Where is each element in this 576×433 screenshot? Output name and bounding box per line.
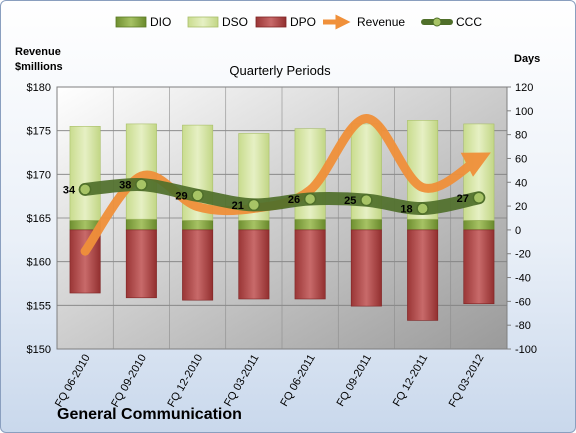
left-tick-label: $160 [27,257,51,269]
chart-title: Quarterly Periods [229,63,331,78]
dpo-bar [125,229,157,299]
right-tick-label: -20 [515,249,531,261]
dio-bar [182,220,214,231]
ccc-value-label: 21 [232,200,244,212]
legend-swatch-dpo [255,16,287,28]
dpo-bar [294,229,326,300]
dio-bar [294,218,326,231]
lines-group: 34 38 29 21 26 25 18 27 [63,113,491,256]
x-tick-label: FQ 06-2011 [278,353,317,409]
left-tick-label: $155 [27,300,51,312]
dio-bar [463,220,495,231]
legend-label-dpo: DPO [290,15,316,29]
left-axis-title-line1: Revenue [15,46,61,58]
right-tick-label: 40 [515,177,527,189]
dpo-bar [407,229,439,321]
dpo-bar [350,229,382,307]
right-tick-label: 100 [515,106,533,118]
left-axis-title-line2: $millions [15,61,63,73]
left-tick-label: $170 [27,169,51,181]
x-tick-label: FQ 09-2010 [109,353,149,410]
company-name: General Communication [57,406,242,423]
ccc-value-label: 27 [457,193,469,205]
x-tick-label: FQ 06-2010 [53,353,93,410]
ccc-point [303,192,317,206]
right-tick-label: -60 [515,296,531,308]
dio-bar [238,220,270,231]
legend-swatch-ccc-dot [432,17,442,27]
right-tick-label: 20 [515,201,527,213]
ccc-point [78,183,92,196]
x-tick-label: FQ 03-2012 [447,353,487,410]
ccc-point [191,189,204,202]
left-tick-label: $175 [27,126,51,138]
dio-bar [125,218,157,231]
x-tick-label: FQ 09-2011 [335,353,374,409]
x-tick-label: FQ 03-2011 [222,353,261,409]
right-axis-title: Days [514,53,540,65]
dpo-bar [463,229,495,305]
ccc-value-label: 26 [288,194,300,206]
right-tick-label: 60 [515,153,527,165]
dpo-bar [238,229,270,300]
left-tick-label: $150 [27,344,51,356]
right-tick-label: 120 [515,82,533,94]
right-tick-label: 0 [515,225,521,237]
ccc-point [247,198,261,212]
ccc-point [416,202,429,215]
dso-bar [69,126,101,221]
ccc-point [360,193,373,207]
ccc-point [135,178,148,191]
right-tick-label: -40 [515,273,531,285]
legend-label-ccc: CCC [456,15,482,29]
legend-label-dio: DIO [150,15,171,29]
left-tick-label: $180 [27,82,51,94]
ccc-value-label: 29 [175,190,187,202]
dio-bar [407,218,439,231]
ccc-value-label: 38 [119,180,131,192]
legend-swatch-dso [187,16,219,28]
x-tick-label: FQ 12-2011 [391,353,430,409]
right-tick-label: -80 [515,320,531,332]
ccc-value-label: 18 [400,203,412,215]
legend-label-revenue: Revenue [357,15,405,29]
right-tick-label: 80 [515,130,527,142]
x-tick-label: FQ 12-2010 [165,353,205,410]
ccc-point [472,191,486,205]
legend-swatch-dio [115,16,147,28]
left-tick-label: $165 [27,213,51,225]
dio-bar [350,218,382,231]
right-tick-label: -100 [515,344,537,356]
legend-label-dso: DSO [222,15,248,29]
dpo-bar [182,229,214,301]
ccc-value-label: 25 [344,195,356,207]
chart-legend: DIO DSO DPO Revenue CCC [115,14,482,30]
ccc-value-label: 34 [63,184,76,196]
